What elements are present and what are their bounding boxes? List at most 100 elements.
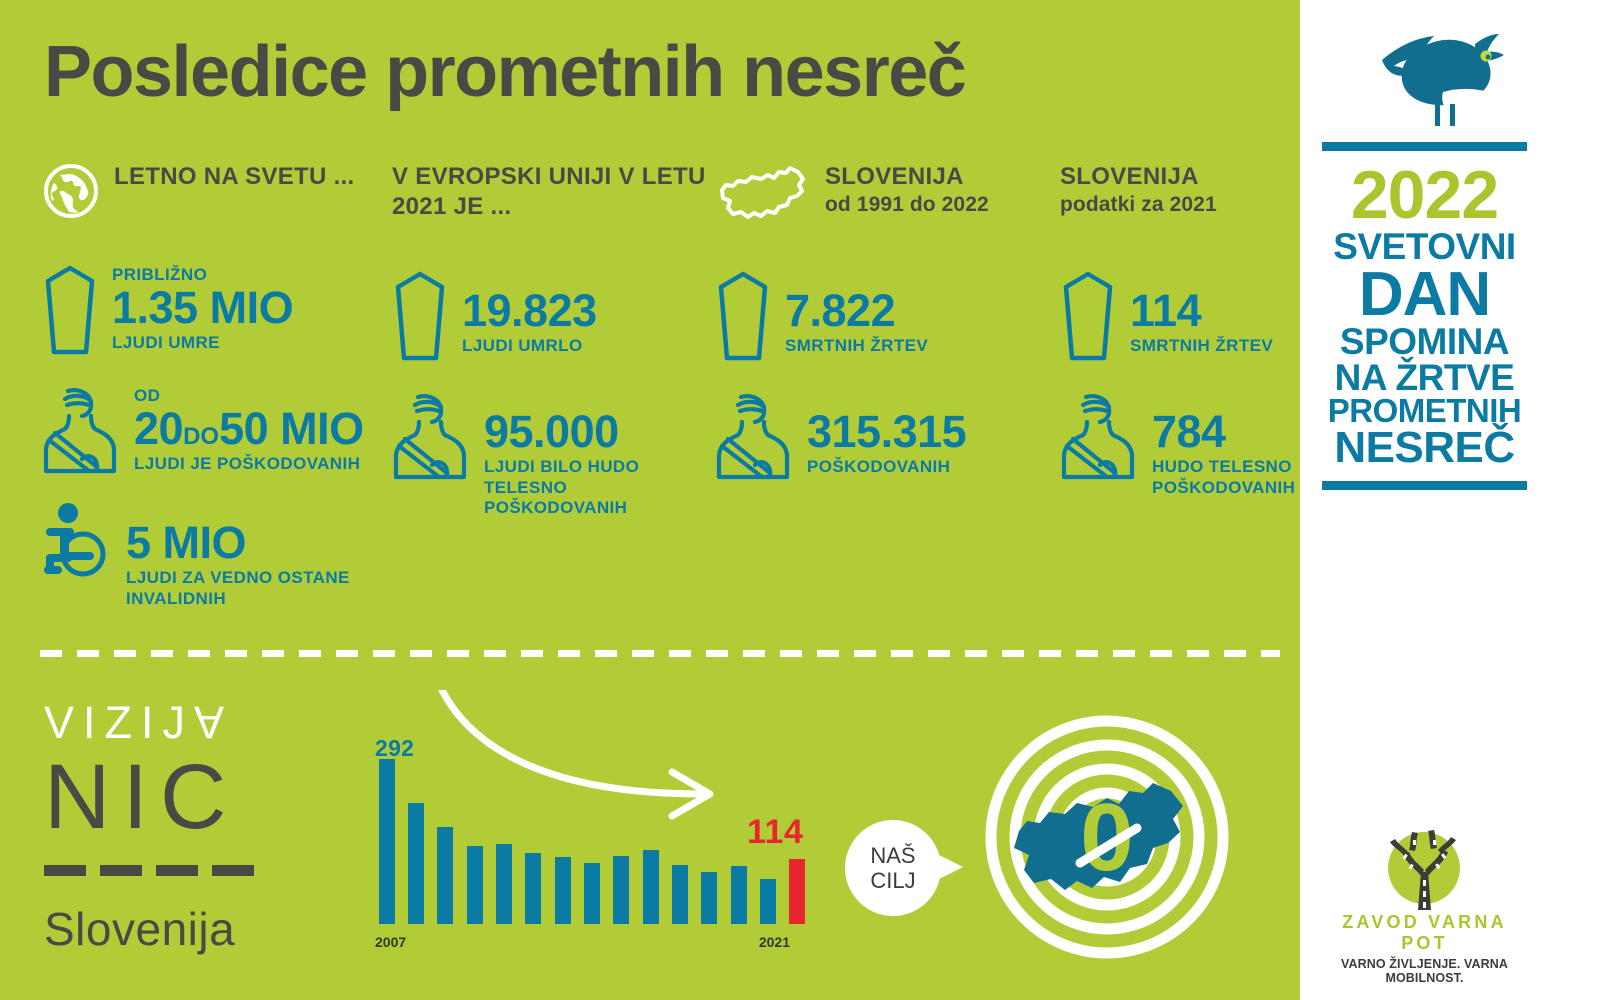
chart-highlight-value-label: 114 [747,813,804,851]
chart-bar [525,853,542,924]
stat-label: LJUDI ZA VEDNO OSTANE INVALIDNIH [126,567,350,608]
stat-value: 95.000 [484,406,619,457]
chart-bar-slot [489,754,518,924]
chart-bar [759,878,776,924]
divider-dash [373,650,395,657]
stat-value: 5 MIO [126,517,247,568]
stat-value: 20DO50 MIO [134,406,364,452]
coffin-icon [715,270,771,367]
bubble-body: NAŠ CILJ [845,820,941,916]
dash [44,865,86,876]
injured-person-icon [1060,391,1138,488]
stat-label: POŠKODOVANIH [807,456,951,476]
chart-bar-slot [665,754,694,924]
stat-item: 19.823 LJUDI UMRLO [392,270,712,367]
divider-dash [1039,650,1061,657]
slovenia-outline-icon [715,162,811,237]
column-header: LETNO NA SVETU ... [42,162,392,248]
zero-target-graphic: 0 [985,715,1230,960]
page-title: Posledice prometnih nesreč [44,32,967,112]
stat-value-conn: DO [183,423,220,450]
chart-bar-slot [519,754,548,924]
chart-bar [701,872,718,924]
stat-value-to: 50 MIO [219,403,364,454]
chart-bar-slot [577,754,606,924]
stat-item: PRIBLIŽNO 1.35 MIO LJUDI UMRE [42,264,392,361]
chart-bars-container [372,754,812,924]
stat-label: HUDO TELESNO POŠKODOVANIH [1152,456,1296,497]
stats-column-slovenia-2021: SLOVENIJA podatki za 2021 114 SMRTNIH ŽR… [1060,162,1300,498]
chart-bar-slot [753,754,782,924]
column-heading: V EVROPSKI UNIJI V LETU 2021 JE ... [392,163,706,221]
chart-bar-highlighted [789,859,806,924]
column-heading: SLOVENIJA podatki za 2021 [1060,162,1217,219]
road-tree-icon [1388,830,1460,910]
column-header: V EVROPSKI UNIJI V LETU 2021 JE ... [392,162,712,248]
target-rings [985,715,1229,959]
zavod-logo-name: ZAVOD VARNA POT [1342,912,1507,953]
chart-bar-slot [548,754,577,924]
stat-value: 7.822 [785,285,896,336]
divider-dash [447,650,469,657]
bubble-line-2: CILJ [870,868,916,893]
divider-dash [1261,650,1280,657]
stat-item: 114 SMRTNIH ŽRTEV [1060,270,1300,367]
injured-person-icon [392,391,470,488]
divider-dash [151,650,173,657]
divider-dash [299,650,321,657]
bird-icon [1382,34,1504,126]
zavod-logo-tagline: VARNO ŽIVLJENJE. VARNA MOBILNOST. [1340,957,1509,985]
divider-dash [336,650,358,657]
chart-x-last-tick: 2021 [758,934,790,950]
bubble-line-1: NAŠ [870,842,916,868]
vizija-country-label: Slovenija [44,903,236,955]
logo-line-1: SVETOVNI [1333,226,1516,267]
chart-bar [613,856,630,924]
divider-dash [1187,650,1209,657]
divider-dash [188,650,210,657]
divider-dash [484,650,506,657]
stat-label: LJUDI JE POŠKODOVANIH [134,453,361,473]
chart-bar-slot [636,754,665,924]
divider-dash [410,650,432,657]
column-heading: LETNO NA SVETU ... [114,163,355,190]
divider-dash [40,650,62,657]
stat-value: 1.35 MIO [112,282,294,333]
logo-line-5: PROMETNIH [1327,392,1522,430]
vizija-text-main: VIZIJ [44,697,195,748]
divider-dash [891,650,913,657]
chart-bar [407,802,424,924]
nic-wordmark: NIC [44,746,239,848]
stat-value: 114 [1130,285,1202,336]
stat-value-from: 20 [134,403,184,454]
vizija-wordmark: VIZIJ A [44,697,304,748]
divider-dash [262,650,284,657]
divider-dash [706,650,728,657]
chart-bar-slot [783,754,812,924]
divider-dash [817,650,839,657]
wheelchair-icon [42,502,112,585]
stat-item: 5 MIO LJUDI ZA VEDNO OSTANE INVALIDNIH [42,502,392,609]
logo-line-4: NA ŽRTVE [1334,356,1515,398]
stat-label: LJUDI UMRE [112,332,220,352]
column-heading-sub: podatki za 2021 [1060,193,1217,217]
divider-dash [965,650,987,657]
chart-bar-slot [724,754,753,924]
stat-item: 315.315 POŠKODOVANIH [715,391,1060,488]
column-heading-main: SLOVENIJA [1060,163,1199,190]
zero-symbol: 0 [1075,784,1142,891]
column-header: SLOVENIJA podatki za 2021 [1060,162,1300,248]
column-heading-sub: od 1991 do 2022 [825,193,989,217]
divider-dash [114,650,136,657]
goal-speech-bubble: NAŠ CILJ [845,820,963,916]
chart-bar-slot [695,754,724,924]
coffin-icon [42,264,98,361]
dash [212,865,254,876]
world-day-remembrance-logo: 2022 SVETOVNI DAN SPOMINA NA ŽRTVE PROME… [1322,30,1527,490]
stat-label: SMRTNIH ŽRTEV [785,335,929,355]
divider-dash [1224,650,1246,657]
stat-value: 19.823 [462,285,597,336]
chart-bar-slot [372,754,401,924]
injured-person-icon [715,391,793,488]
divider-dash [1150,650,1172,657]
